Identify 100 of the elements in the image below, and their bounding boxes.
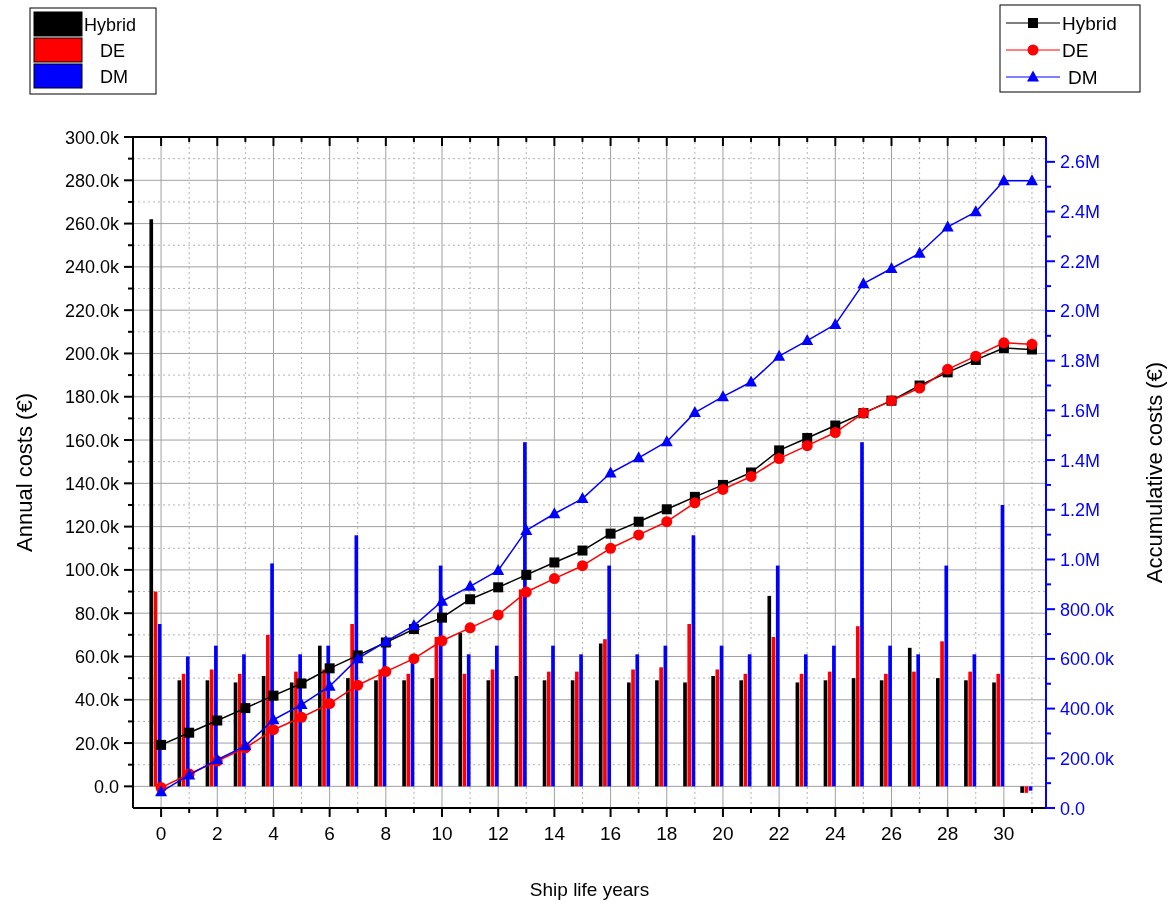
- bar: [916, 654, 921, 787]
- y2-tick-label: 1.4M: [1060, 450, 1101, 471]
- point: [549, 557, 560, 568]
- bar: [406, 673, 411, 787]
- point: [352, 679, 364, 691]
- bar: [402, 680, 406, 787]
- point: [632, 451, 645, 463]
- y2-tick-label: 0.0: [1060, 798, 1086, 819]
- point: [492, 609, 504, 621]
- bar: [944, 565, 949, 787]
- point: [184, 727, 195, 738]
- point: [493, 582, 504, 593]
- bar: [1028, 786, 1033, 791]
- point: [1025, 174, 1038, 186]
- bar: [635, 654, 640, 787]
- point: [380, 666, 392, 678]
- bar: [687, 624, 692, 787]
- y-tick-label: 0.0: [93, 776, 119, 797]
- point: [716, 390, 729, 402]
- point: [521, 569, 532, 580]
- bar: [803, 654, 808, 787]
- bar: [968, 671, 972, 787]
- point: [548, 573, 560, 585]
- y-tick-label: 80.0k: [74, 603, 120, 624]
- point: [267, 713, 280, 725]
- point: [296, 711, 308, 723]
- y-tick-label: 100.0k: [64, 560, 120, 581]
- point: [465, 594, 476, 605]
- x-tick-label: 10: [431, 823, 453, 844]
- bar: [884, 673, 888, 787]
- bar: [912, 671, 916, 787]
- legend-label: DE: [1062, 40, 1089, 61]
- bar: [631, 669, 635, 787]
- point: [464, 579, 477, 591]
- point: [407, 619, 420, 631]
- x-tick-label: 6: [324, 823, 335, 844]
- point: [576, 560, 588, 572]
- point: [689, 497, 701, 509]
- point: [773, 453, 785, 465]
- bar: [579, 654, 583, 787]
- x-tick-label: 26: [880, 823, 903, 844]
- point: [633, 529, 645, 541]
- legend-label: Hybrid: [1062, 13, 1117, 34]
- point: [745, 375, 758, 387]
- point: [464, 622, 476, 634]
- bar: [767, 595, 772, 787]
- point: [801, 334, 814, 346]
- point: [801, 440, 813, 452]
- bar: [655, 680, 659, 787]
- point: [745, 470, 757, 482]
- bar: [603, 639, 607, 787]
- point: [436, 594, 449, 606]
- point: [156, 739, 167, 750]
- bar: [374, 680, 378, 787]
- legend-label: Hybrid: [84, 15, 137, 35]
- bar: [149, 219, 154, 787]
- bar: [683, 682, 687, 787]
- bar: [711, 675, 715, 787]
- x-tick-label: 8: [380, 823, 392, 844]
- point: [661, 504, 672, 515]
- y2-tick-label: 1.6M: [1060, 400, 1101, 421]
- y2-tick-label: 2.4M: [1060, 202, 1101, 223]
- y-tick-label: 160.0k: [64, 430, 120, 451]
- x-tick-label: 12: [487, 823, 509, 844]
- x-tick-label: 18: [656, 823, 678, 844]
- point: [296, 678, 307, 689]
- bar: [860, 442, 864, 787]
- bar: [494, 645, 499, 787]
- y2-tick-label: 2.0M: [1060, 301, 1101, 322]
- bar: [992, 682, 996, 787]
- point: [717, 483, 729, 495]
- bar: [739, 680, 744, 787]
- y-tick-label: 300.0k: [64, 127, 120, 148]
- point: [520, 586, 532, 598]
- point: [633, 516, 644, 527]
- x-tick-label: 16: [600, 823, 622, 844]
- x-tick-label: 30: [993, 823, 1015, 844]
- point: [605, 528, 616, 539]
- y-tick-label: 180.0k: [64, 387, 120, 408]
- y2-axis-title: Accumulative costs (€): [1142, 361, 1167, 584]
- x-tick-label: 4: [268, 823, 280, 844]
- y2-tick-label: 400.0k: [1060, 699, 1116, 720]
- bar: [575, 671, 579, 787]
- point: [970, 350, 982, 362]
- point: [576, 492, 589, 504]
- y2-tick-label: 2.2M: [1060, 251, 1101, 272]
- point: [240, 703, 251, 714]
- point: [520, 523, 533, 535]
- x-tick-label: 14: [543, 823, 566, 844]
- y-tick-label: 200.0k: [64, 343, 120, 364]
- point: [324, 698, 336, 710]
- point: [324, 663, 335, 674]
- point: [857, 277, 870, 289]
- bar: [832, 645, 836, 787]
- point: [829, 317, 842, 329]
- y-tick-label: 60.0k: [74, 646, 120, 667]
- point: [660, 435, 673, 447]
- y-tick-label: 140.0k: [64, 473, 120, 494]
- point: [605, 542, 617, 554]
- bar: [598, 643, 603, 787]
